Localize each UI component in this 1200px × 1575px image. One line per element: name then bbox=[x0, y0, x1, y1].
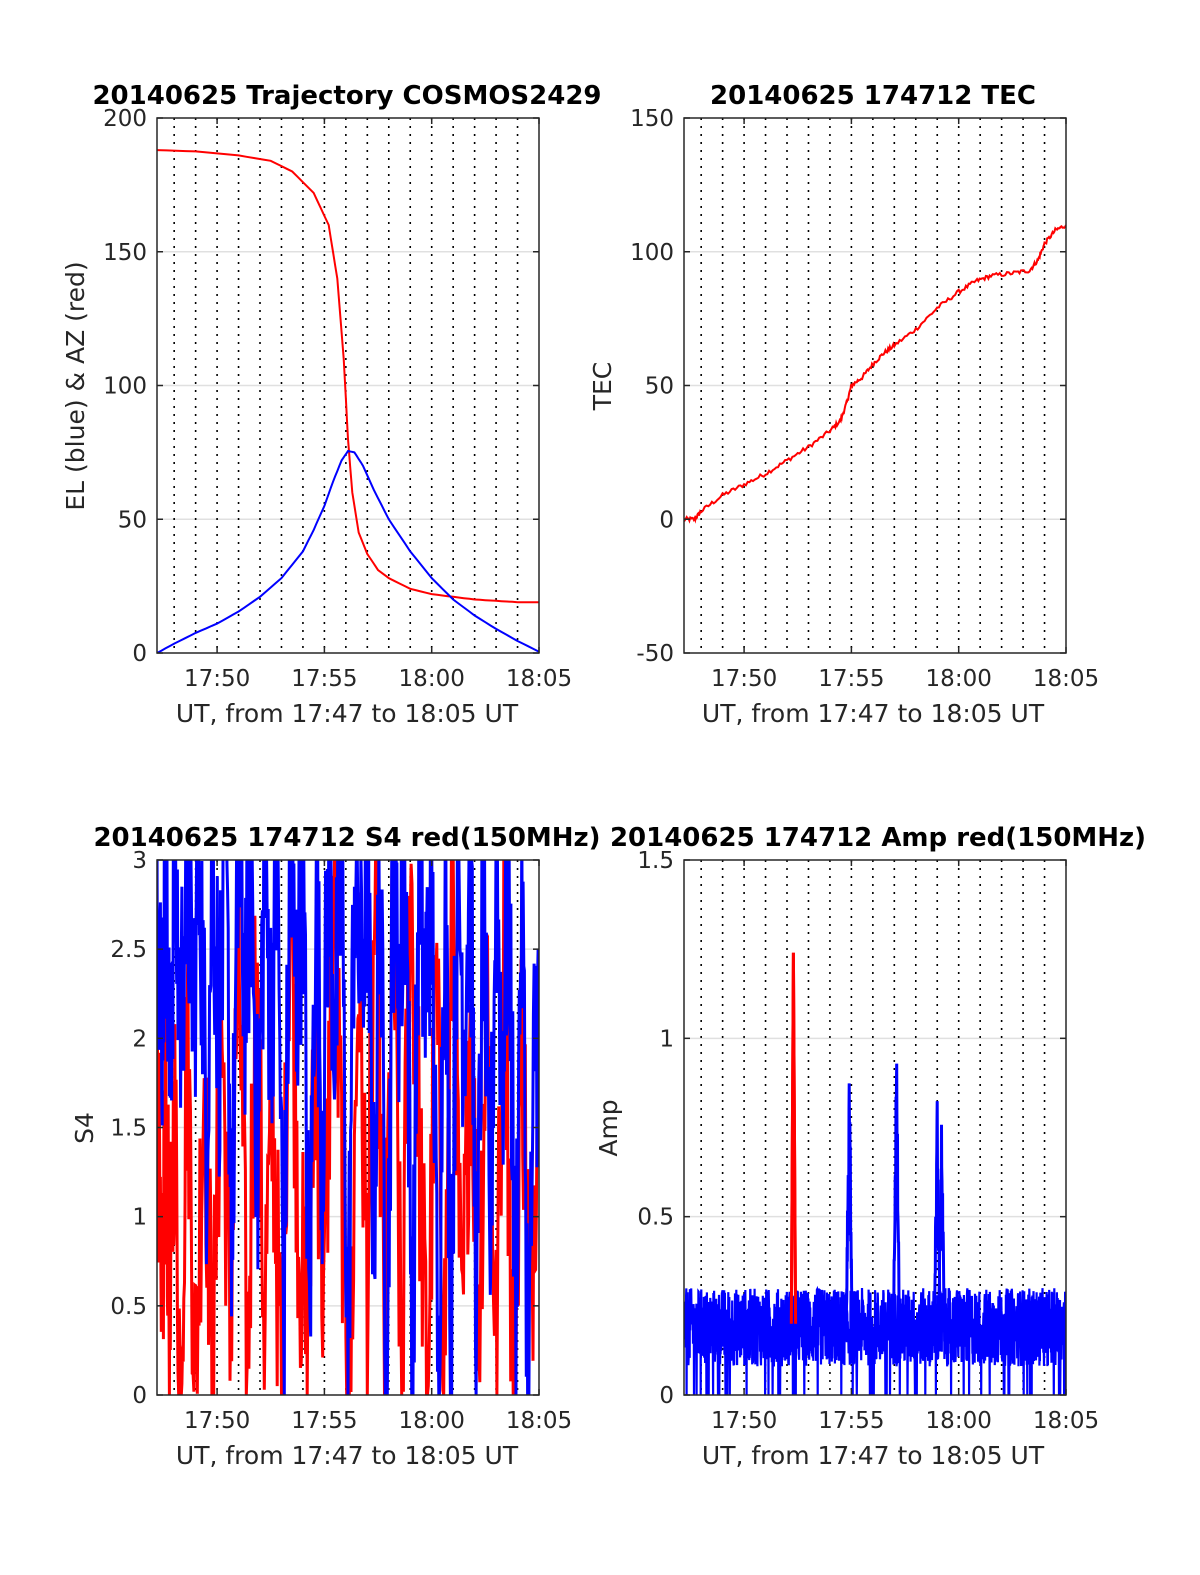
series-line bbox=[157, 449, 539, 653]
x-tick-label: 18:05 bbox=[506, 666, 572, 692]
y-tick-label: 1.5 bbox=[637, 848, 674, 874]
x-tick-label: 18:05 bbox=[1033, 1408, 1099, 1434]
panel-title: 20140625 174712 S4 red(150MHz) bbox=[93, 823, 600, 853]
series-line bbox=[157, 149, 539, 604]
x-axis-label: UT, from 17:47 to 18:05 UT bbox=[702, 1441, 1045, 1470]
plot-area bbox=[684, 224, 1066, 524]
series-line bbox=[684, 224, 1066, 524]
y-tick-label: 2 bbox=[132, 1026, 147, 1052]
y-tick-label: 200 bbox=[103, 106, 147, 132]
series-spike bbox=[844, 1083, 854, 1342]
tec-panel: 20140625 174712 TEC UT, from 17:47 to 18… bbox=[588, 81, 1099, 728]
plot-area bbox=[157, 149, 539, 653]
plot-area bbox=[157, 860, 539, 1395]
panel-title: 20140625 174712 Amp red(150MHz) bbox=[610, 823, 1146, 853]
series-spike bbox=[891, 1063, 902, 1342]
series-spike bbox=[936, 1124, 947, 1342]
x-tick-label: 18:05 bbox=[1033, 666, 1099, 692]
x-tick-label: 17:50 bbox=[184, 666, 250, 692]
x-tick-label: 17:55 bbox=[291, 666, 357, 692]
panel-title: 20140625 Trajectory COSMOS2429 bbox=[92, 81, 601, 111]
y-tick-label: 3 bbox=[132, 848, 147, 874]
series-line bbox=[684, 1285, 1066, 1395]
y-tick-label: 1 bbox=[132, 1205, 147, 1231]
x-axis-label: UT, from 17:47 to 18:05 UT bbox=[176, 1441, 519, 1470]
x-tick-label: 18:00 bbox=[926, 666, 992, 692]
x-axis-label: UT, from 17:47 to 18:05 UT bbox=[702, 699, 1045, 728]
trajectory-panel: 20140625 Trajectory COSMOS2429 UT, from … bbox=[61, 81, 602, 728]
plot-area bbox=[684, 952, 1066, 1395]
y-tick-label: 0 bbox=[659, 507, 674, 533]
y-tick-label: 1.5 bbox=[110, 1116, 147, 1142]
series-spike bbox=[789, 952, 798, 1324]
y-tick-label: 150 bbox=[630, 106, 674, 132]
y-axis-label: S4 bbox=[70, 1112, 99, 1144]
y-axis-label: Amp bbox=[594, 1099, 623, 1156]
y-tick-label: 2.5 bbox=[110, 937, 147, 963]
x-tick-label: 17:55 bbox=[291, 1408, 357, 1434]
x-tick-label: 17:55 bbox=[818, 666, 884, 692]
y-tick-label: 0.5 bbox=[637, 1205, 674, 1231]
y-tick-label: 0.5 bbox=[110, 1294, 147, 1320]
y-tick-label: 0 bbox=[132, 1383, 147, 1409]
x-tick-label: 18:00 bbox=[399, 1408, 465, 1434]
x-tick-label: 18:00 bbox=[399, 666, 465, 692]
y-tick-label: 50 bbox=[645, 374, 674, 400]
series-line bbox=[157, 860, 539, 1395]
y-tick-label: 1 bbox=[659, 1026, 674, 1052]
y-tick-label: 0 bbox=[659, 1383, 674, 1409]
y-axis-label: EL (blue) & AZ (red) bbox=[61, 261, 90, 510]
x-tick-label: 17:55 bbox=[818, 1408, 884, 1434]
x-tick-label: 18:05 bbox=[506, 1408, 572, 1434]
panel-title: 20140625 174712 TEC bbox=[710, 81, 1036, 111]
y-tick-label: 50 bbox=[118, 507, 147, 533]
y-tick-label: 100 bbox=[630, 240, 674, 266]
x-tick-label: 17:50 bbox=[711, 1408, 777, 1434]
y-axis-label: TEC bbox=[588, 362, 617, 412]
x-tick-label: 17:50 bbox=[711, 666, 777, 692]
y-tick-label: -50 bbox=[636, 641, 674, 667]
axes-box bbox=[683, 859, 1067, 1396]
y-tick-label: 150 bbox=[103, 240, 147, 266]
x-tick-label: 17:50 bbox=[184, 1408, 250, 1434]
s4-panel: 20140625 174712 S4 red(150MHz) UT, from … bbox=[70, 823, 601, 1470]
y-tick-label: 100 bbox=[103, 374, 147, 400]
amp-panel: 20140625 174712 Amp red(150MHz) UT, from… bbox=[594, 823, 1146, 1470]
x-axis-label: UT, from 17:47 to 18:05 UT bbox=[176, 699, 519, 728]
y-tick-label: 0 bbox=[132, 641, 147, 667]
x-tick-label: 18:00 bbox=[926, 1408, 992, 1434]
